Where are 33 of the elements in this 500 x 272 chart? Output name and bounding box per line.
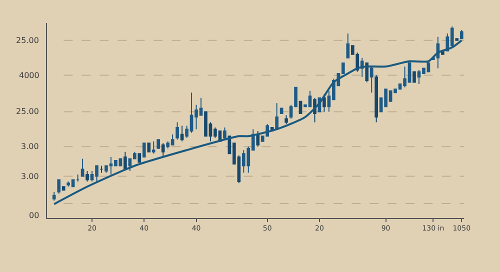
- candlestick: [176, 122, 179, 140]
- text: 25.00: [16, 107, 39, 116]
- candlestick: [147, 142, 151, 152]
- candlestick: [275, 102, 278, 130]
- candlestick: [374, 74, 378, 123]
- candlestick: [256, 130, 260, 148]
- candlestick: [124, 151, 127, 170]
- candlestick: [322, 94, 326, 112]
- candlestick: [80, 158, 84, 177]
- candlestick: [370, 66, 374, 94]
- candlestick: [57, 179, 61, 194]
- text: 4000: [19, 71, 40, 80]
- candlestick: [156, 139, 160, 149]
- candlestick: [360, 57, 364, 78]
- candlestick: [62, 186, 66, 191]
- candlestick: [180, 125, 184, 142]
- candlestick: [455, 38, 459, 41]
- text: 3.00: [21, 142, 39, 151]
- candlestick: [346, 32, 350, 58]
- candlestick: [161, 142, 165, 158]
- candlestick: [52, 191, 56, 202]
- candlestick: [76, 174, 80, 182]
- candlestick: [142, 142, 146, 158]
- text: 3.00: [21, 172, 39, 181]
- text: 00: [29, 211, 40, 220]
- candlestick: [138, 153, 142, 163]
- candlestick: [100, 165, 104, 174]
- candlestick: [86, 170, 89, 182]
- text: 25.00: [16, 36, 39, 45]
- candlestick: [412, 71, 416, 83]
- candlestick: [284, 114, 288, 124]
- candlestick: [223, 126, 226, 140]
- candlestick: [152, 140, 156, 154]
